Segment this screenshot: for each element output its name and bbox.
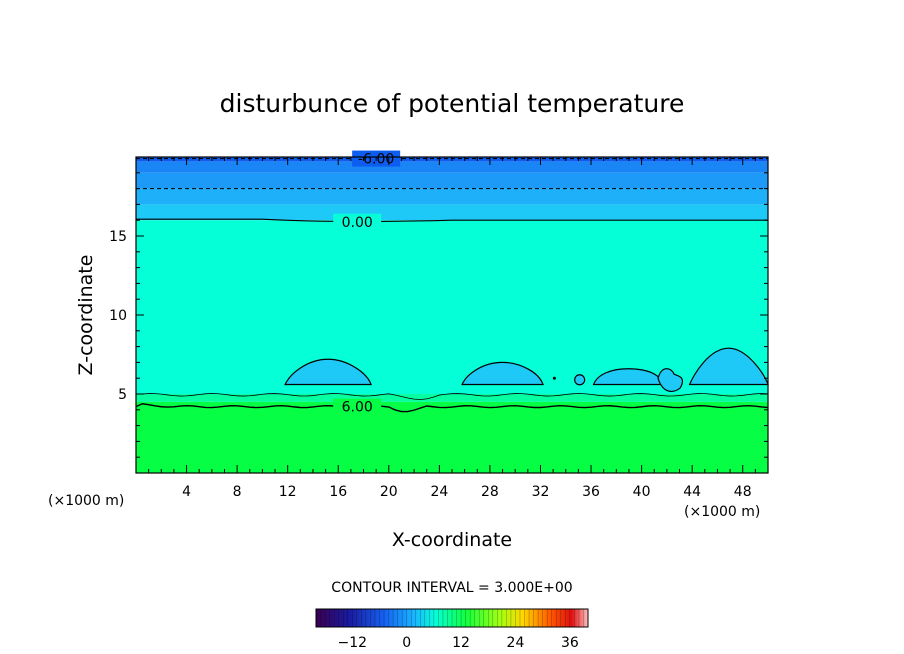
y-axis-label: Z-coordinate	[75, 255, 97, 376]
y-axis-ticks: 5 10 15	[109, 172, 768, 458]
x-tick-label: 32	[532, 484, 550, 500]
colorbar-tick-label: 24	[507, 635, 525, 651]
field-band-7	[136, 401, 768, 473]
x-tick-label: 12	[279, 484, 297, 500]
field-band-5	[136, 220, 768, 394]
contour-interval-label: CONTOUR INTERVAL = 3.000E+00	[331, 580, 572, 596]
x-tick-label: 44	[683, 484, 701, 500]
x-tick-label: 36	[582, 484, 600, 500]
cold-blob-3	[688, 347, 769, 386]
x-tick-label: 16	[329, 484, 347, 500]
colorbar-tick-label: 36	[561, 635, 579, 651]
contour-label-2: 6.00	[342, 400, 373, 416]
x-unit-right: (×1000 m)	[684, 504, 760, 520]
field-band-6	[136, 394, 768, 402]
contour-label-1: 0.00	[342, 215, 373, 231]
contour-line-pos6	[135, 403, 769, 413]
colorbar-tick-label: 0	[402, 635, 411, 651]
x-tick-label: 24	[430, 484, 448, 500]
cold-blob-1	[461, 361, 544, 386]
colorbar-tick-label: 12	[452, 635, 470, 651]
contour-label-bg-2	[333, 398, 382, 415]
colorbar: −12 0 12 24 36	[315, 608, 589, 651]
x-tick-label: 4	[182, 484, 191, 500]
contour-line-pos3	[135, 393, 769, 400]
field-band-3	[136, 188, 768, 205]
contour-label-bg-1	[333, 213, 382, 230]
x-axis-ticks: 4 8 12 16 20 24 28 32 36 40 44 48	[148, 157, 756, 500]
x-tick-label: 8	[233, 484, 242, 500]
cold-spot-c	[552, 376, 556, 380]
cold-spot-a	[574, 374, 586, 386]
y-tick-label: 15	[109, 229, 127, 245]
cold-spot-b	[657, 368, 684, 392]
x-tick-label: 28	[481, 484, 499, 500]
y-tick-label: 10	[109, 308, 127, 324]
plot-area: -6.000.006.00	[135, 150, 769, 474]
x-unit-left: (×1000 m)	[48, 493, 124, 509]
field-band-1	[136, 161, 768, 173]
chart-title: disturbunce of potential temperature	[220, 89, 685, 118]
x-axis-label: X-coordinate	[392, 529, 512, 551]
x-tick-label: 20	[380, 484, 398, 500]
colorbar-tick-label: −12	[337, 635, 367, 651]
x-tick-label: 40	[633, 484, 651, 500]
field-band-2	[136, 172, 768, 189]
field-band-4	[136, 204, 768, 221]
x-tick-label: 48	[734, 484, 752, 500]
cold-blob-0	[284, 358, 372, 386]
y-tick-label: 5	[118, 387, 127, 403]
